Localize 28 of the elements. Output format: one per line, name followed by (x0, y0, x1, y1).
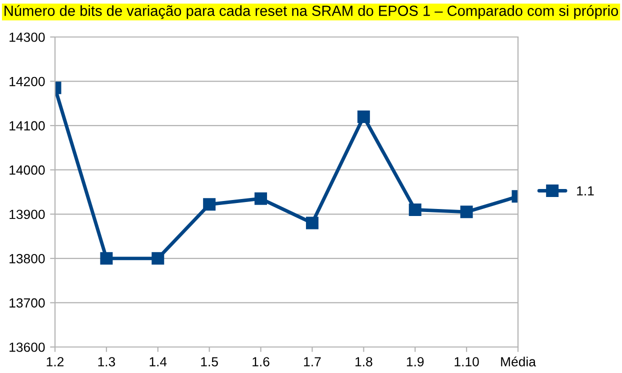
y-tick-label: 13800 (10, 254, 45, 264)
y-tick-label: 13600 (10, 342, 45, 352)
y-tick-label: 13700 (10, 298, 45, 308)
legend-label: 1.1 (577, 186, 594, 196)
x-tick-label: 1.6 (252, 357, 270, 366)
y-tick-label: 14200 (10, 76, 45, 86)
x-tick-label: 1.4 (150, 357, 167, 366)
y-tick-label: 14100 (10, 121, 45, 130)
point (254, 192, 268, 205)
x-tick-label: Média (501, 356, 536, 366)
chart-title: Número de bits de variação para cada reset na SRAM do EPOS 1 – Comparado com si próprio (4, 5, 618, 19)
point (306, 216, 318, 230)
y-tick-label: 14000 (10, 165, 45, 175)
point (460, 206, 473, 218)
y-tick-label: 14300 (10, 32, 45, 42)
x-tick-label: 1.10 (454, 357, 479, 366)
x-tick-label: 1.7 (304, 357, 321, 366)
x-tick-label: 1.5 (201, 357, 218, 366)
x-tick-label: 1.8 (356, 357, 372, 366)
y-tick-label: 13900 (10, 210, 45, 220)
point (152, 252, 164, 265)
x-tick-label: 1.9 (406, 357, 424, 366)
point (100, 252, 113, 265)
x-tick-label: 1.3 (98, 357, 116, 366)
point (357, 110, 370, 123)
point (203, 198, 216, 211)
x-tick-label: 1.2 (46, 357, 64, 366)
point (408, 203, 422, 216)
